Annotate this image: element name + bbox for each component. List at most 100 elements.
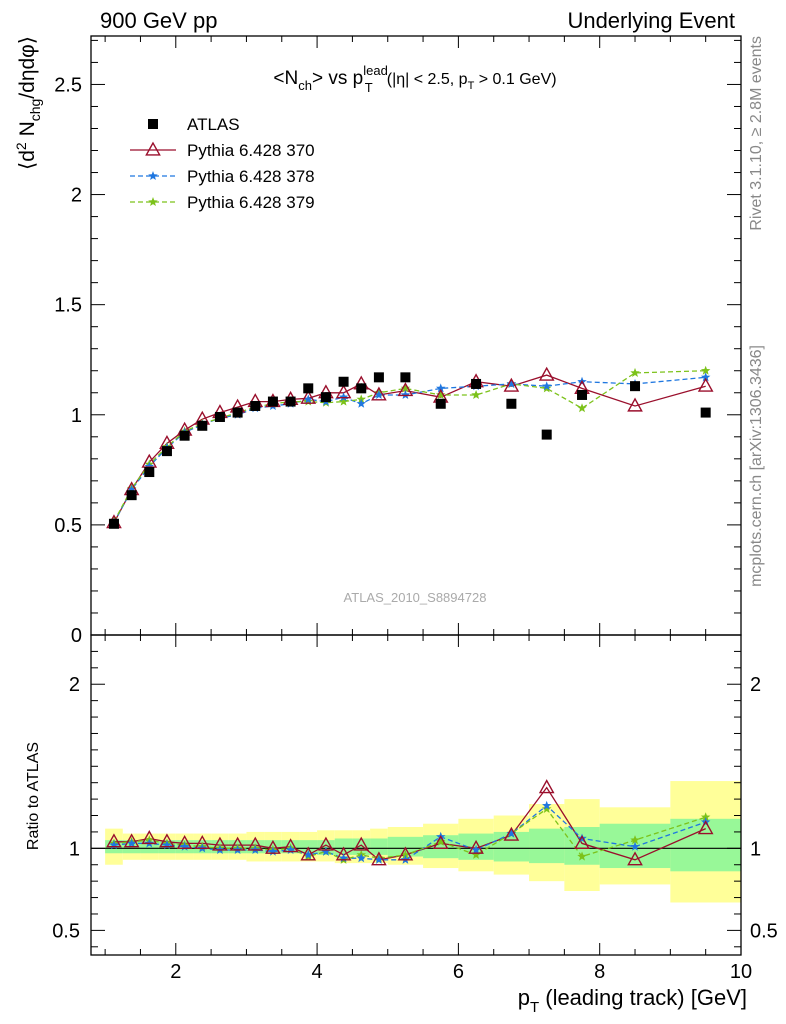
point-p370 (371, 386, 387, 401)
x-tick-label: 10 (730, 961, 752, 983)
series-line-p379 (113, 370, 706, 522)
main-y-tick-label: 1.5 (54, 295, 82, 317)
ratio-point-p370 (194, 834, 211, 850)
point-atlas (214, 411, 225, 422)
legend-label-atlas: ATLAS (187, 115, 240, 134)
point-atlas (471, 378, 482, 389)
ratio-point-p370 (627, 851, 643, 866)
series-line-p378 (113, 376, 706, 524)
ratio-point-p370 (432, 834, 449, 850)
point-atlas (161, 446, 172, 457)
ratio-y-tick-label-left: 0.5 (52, 920, 80, 942)
main-y-tick-label: 0 (71, 625, 82, 647)
point-atlas (179, 430, 190, 441)
point-p370 (397, 382, 414, 397)
ratio-line-p370 (114, 786, 706, 861)
ratio-point-p370 (106, 833, 122, 848)
ratio-point-p370 (159, 833, 175, 848)
ratio-point-p370 (212, 836, 228, 851)
main-y-tick-label: 0.5 (54, 515, 82, 537)
title-main-sub: ch (298, 78, 312, 93)
point-p379 (356, 394, 366, 404)
ratio-point-p378 (109, 840, 119, 850)
point-atlas (250, 400, 261, 411)
ratio-point-p379 (577, 851, 587, 861)
ratio-point-p370 (335, 846, 352, 861)
title-vs-sup: lead (363, 63, 388, 78)
header-left: 900 GeV pp (100, 8, 217, 33)
ratio-band-inner (564, 827, 600, 865)
series-line-p370 (113, 374, 706, 524)
ratio-point-p379 (400, 849, 411, 859)
ratio-band-inner (352, 838, 371, 855)
point-p379 (400, 383, 411, 393)
main-ylabel: ⟨d2 Nchg/dηdφ⟩ (13, 36, 43, 170)
ratio-frame (90, 634, 742, 956)
ratio-panel (91, 779, 741, 866)
point-p379 (700, 365, 711, 375)
ratio-band-inner (370, 838, 388, 855)
x-tick-label: 4 (312, 961, 323, 983)
ratio-point-p379 (700, 812, 711, 822)
main-y-tick-label: 1 (71, 405, 82, 427)
xlabel-p2: (leading track) [GeV] (539, 985, 747, 1010)
ratio-point-p379 (471, 849, 481, 859)
legend-marker-p379 (148, 197, 158, 206)
title-main: <N (273, 68, 298, 89)
legend-label-p370: Pythia 6.428 370 (187, 141, 315, 160)
ratio-point-p378 (356, 853, 366, 863)
ratio-point-p379 (542, 803, 552, 813)
legend: ATLAS Pythia 6.428 370 Pythia 6.428 378 Pyt… (130, 115, 315, 212)
point-atlas (630, 381, 641, 392)
point-p378 (356, 398, 366, 408)
mcplots-label: mcplots.cern.ch [arXiv:1306.3436] (748, 345, 765, 587)
point-p379 (436, 390, 446, 399)
xlabel-p0: p (518, 985, 530, 1010)
ratio-point-p378 (268, 846, 278, 856)
ratio-point-p370 (697, 820, 714, 835)
ratio-y-tick-label-right: 2 (750, 674, 761, 696)
point-p370 (141, 453, 158, 468)
xlabel-p1: T (530, 999, 539, 1016)
point-atlas (373, 372, 384, 383)
main-ylabel-p1: 2 (13, 142, 29, 150)
ratio-ylabel: Ratio to ATLAS (25, 742, 42, 850)
ratio-point-p378 (374, 854, 384, 864)
point-p370 (335, 384, 352, 399)
x-tick-label: 8 (594, 961, 605, 983)
point-p378 (144, 461, 154, 471)
legend-marker-p378 (148, 171, 158, 180)
title-cuts-b: > 0.1 GeV) (474, 71, 556, 88)
ratio-point-p379 (436, 836, 446, 846)
ratio-point-p370 (503, 826, 520, 841)
point-atlas (577, 389, 588, 400)
point-atlas (303, 383, 314, 394)
ratio-point-p378 (471, 845, 481, 854)
point-p370 (627, 397, 643, 412)
main-ylabel-p4: /dηdφ⟩ (16, 36, 39, 99)
point-p378 (700, 372, 711, 382)
legend-label-p378: Pythia 6.428 378 (187, 167, 315, 186)
ratio-point-p370 (247, 836, 264, 851)
point-atlas (126, 490, 137, 501)
point-p370 (503, 377, 520, 392)
main-y-tick-label: 2.5 (54, 74, 82, 96)
ratio-point-p370 (282, 838, 299, 853)
ratio-band-inner (493, 831, 530, 862)
main-ylabel-p0: ⟨d (16, 150, 39, 170)
point-atlas (232, 407, 243, 418)
ratio-point-p370 (141, 830, 158, 845)
point-atlas (320, 392, 331, 403)
title-vs-sub: T (365, 80, 373, 95)
ratio-point-p378 (303, 849, 313, 859)
point-p378 (303, 394, 313, 404)
main-y-tick-label: 2 (71, 185, 82, 207)
point-atlas (541, 429, 552, 440)
point-atlas (435, 398, 446, 409)
point-atlas (285, 396, 296, 407)
ratio-point-p370 (265, 839, 281, 854)
ratio-point-p378 (321, 846, 331, 856)
plot-title: <Nch> vs plead T (|η| < 2.5, pT > 0.1 GeV) (273, 63, 556, 95)
ratio-point-p378 (179, 841, 190, 851)
ratio-point-p370 (468, 839, 484, 854)
